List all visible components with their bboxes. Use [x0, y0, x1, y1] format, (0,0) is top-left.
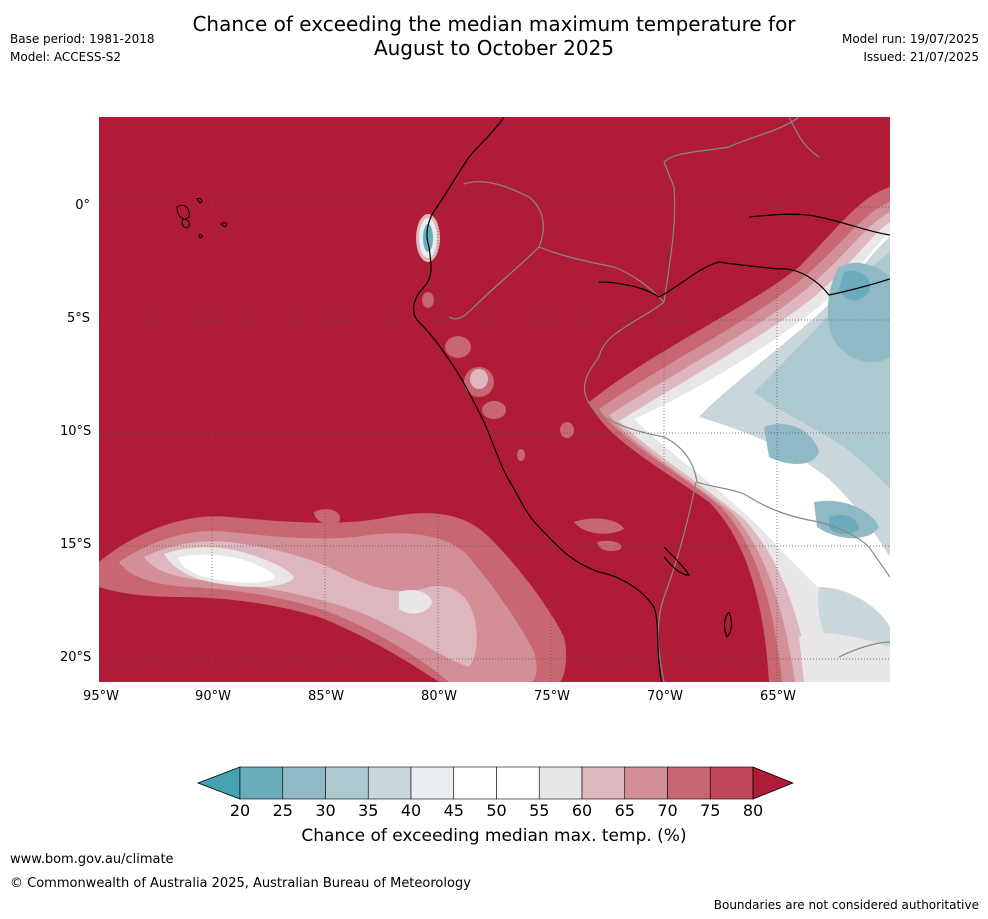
lat-label: 15°S: [60, 537, 92, 552]
colorbar-title: Chance of exceeding median max. temp. (%…: [301, 826, 687, 846]
colorbar-swatch: [538, 766, 583, 800]
lat-label: 10°S: [60, 424, 92, 439]
colorbar-swatch: [496, 766, 540, 800]
coastlines: [412, 117, 890, 682]
colorbar-tick-label: 25: [272, 801, 293, 820]
website-link[interactable]: www.bom.gov.au/climate: [10, 852, 174, 867]
eastern-anomaly-region: [589, 187, 890, 682]
colorbar-tick-label: 80: [742, 801, 764, 820]
base-period-text: Base period: 1981-2018: [10, 32, 155, 46]
title-line-2: August to October 2025: [373, 36, 615, 60]
colorbar-swatch: [239, 766, 284, 800]
colorbar-tick-label: 30: [315, 801, 336, 820]
galapagos-islands: [176, 198, 228, 239]
lat-label: 5°S: [66, 311, 90, 326]
colorbar-tick-label: 45: [443, 801, 464, 820]
colorbar-extend-low: [196, 766, 241, 800]
colorbar-swatch: [667, 766, 711, 800]
lon-label: 95°W: [83, 689, 119, 704]
colorbar-swatch: [581, 766, 626, 800]
country-boundaries: [448, 117, 890, 682]
lat-label: 0°: [75, 198, 90, 213]
meta-left: Base period: 1981-2018 Model: ACCESS-S2: [10, 30, 155, 66]
lon-label: 80°W: [421, 689, 457, 704]
colorbar-tick-label: 40: [400, 801, 422, 820]
lon-label: 85°W: [308, 689, 344, 704]
lon-label: 75°W: [534, 689, 570, 704]
disclaimer-text: Boundaries are not considered authoritat…: [713, 898, 979, 912]
colorbar-tick-label: 65: [614, 801, 635, 820]
colorbar-tick-label: 55: [529, 801, 550, 820]
colorbar-swatch: [325, 766, 369, 800]
colorbar-tick-label: 35: [358, 801, 379, 820]
lat-label: 20°S: [60, 650, 92, 665]
colorbar-tick-label: 50: [486, 801, 507, 820]
colorbar-extend-high: [752, 766, 794, 800]
colorbar-tick-label: 70: [657, 801, 678, 820]
lon-label: 90°W: [195, 689, 231, 704]
coastal-anomaly-spots: [416, 214, 574, 461]
lon-label: 65°W: [760, 689, 796, 704]
graticule: [99, 117, 890, 682]
title-line-1: Chance of exceeding the median maximum t…: [192, 12, 796, 36]
model-text: Model: ACCESS-S2: [10, 50, 122, 64]
lon-label: 70°W: [647, 689, 683, 704]
issued-text: Issued: 21/07/2025: [863, 50, 979, 64]
meta-right: Model run: 19/07/2025 Issued: 21/07/2025: [842, 30, 979, 66]
chart-title: Chance of exceeding the median maximum t…: [0, 12, 988, 60]
colorbar-swatch: [367, 766, 412, 800]
colorbar-swatch: [709, 766, 754, 800]
colorbar-tick-label: 20: [229, 801, 251, 820]
colorbar-swatch: [282, 766, 326, 800]
colorbar: [196, 766, 794, 800]
colorbar-swatch: [624, 766, 668, 800]
colorbar-swatch: [453, 766, 497, 800]
colorbar-tick-label: 60: [571, 801, 593, 820]
model-run-text: Model run: 19/07/2025: [841, 32, 979, 46]
forecast-map: [99, 117, 890, 682]
colorbar-swatch: [410, 766, 455, 800]
pacific-anomaly-band: [99, 509, 624, 682]
copyright-text: © Commonwealth of Australia 2025, Austra…: [10, 876, 471, 891]
colorbar-tick-label: 75: [700, 801, 721, 820]
